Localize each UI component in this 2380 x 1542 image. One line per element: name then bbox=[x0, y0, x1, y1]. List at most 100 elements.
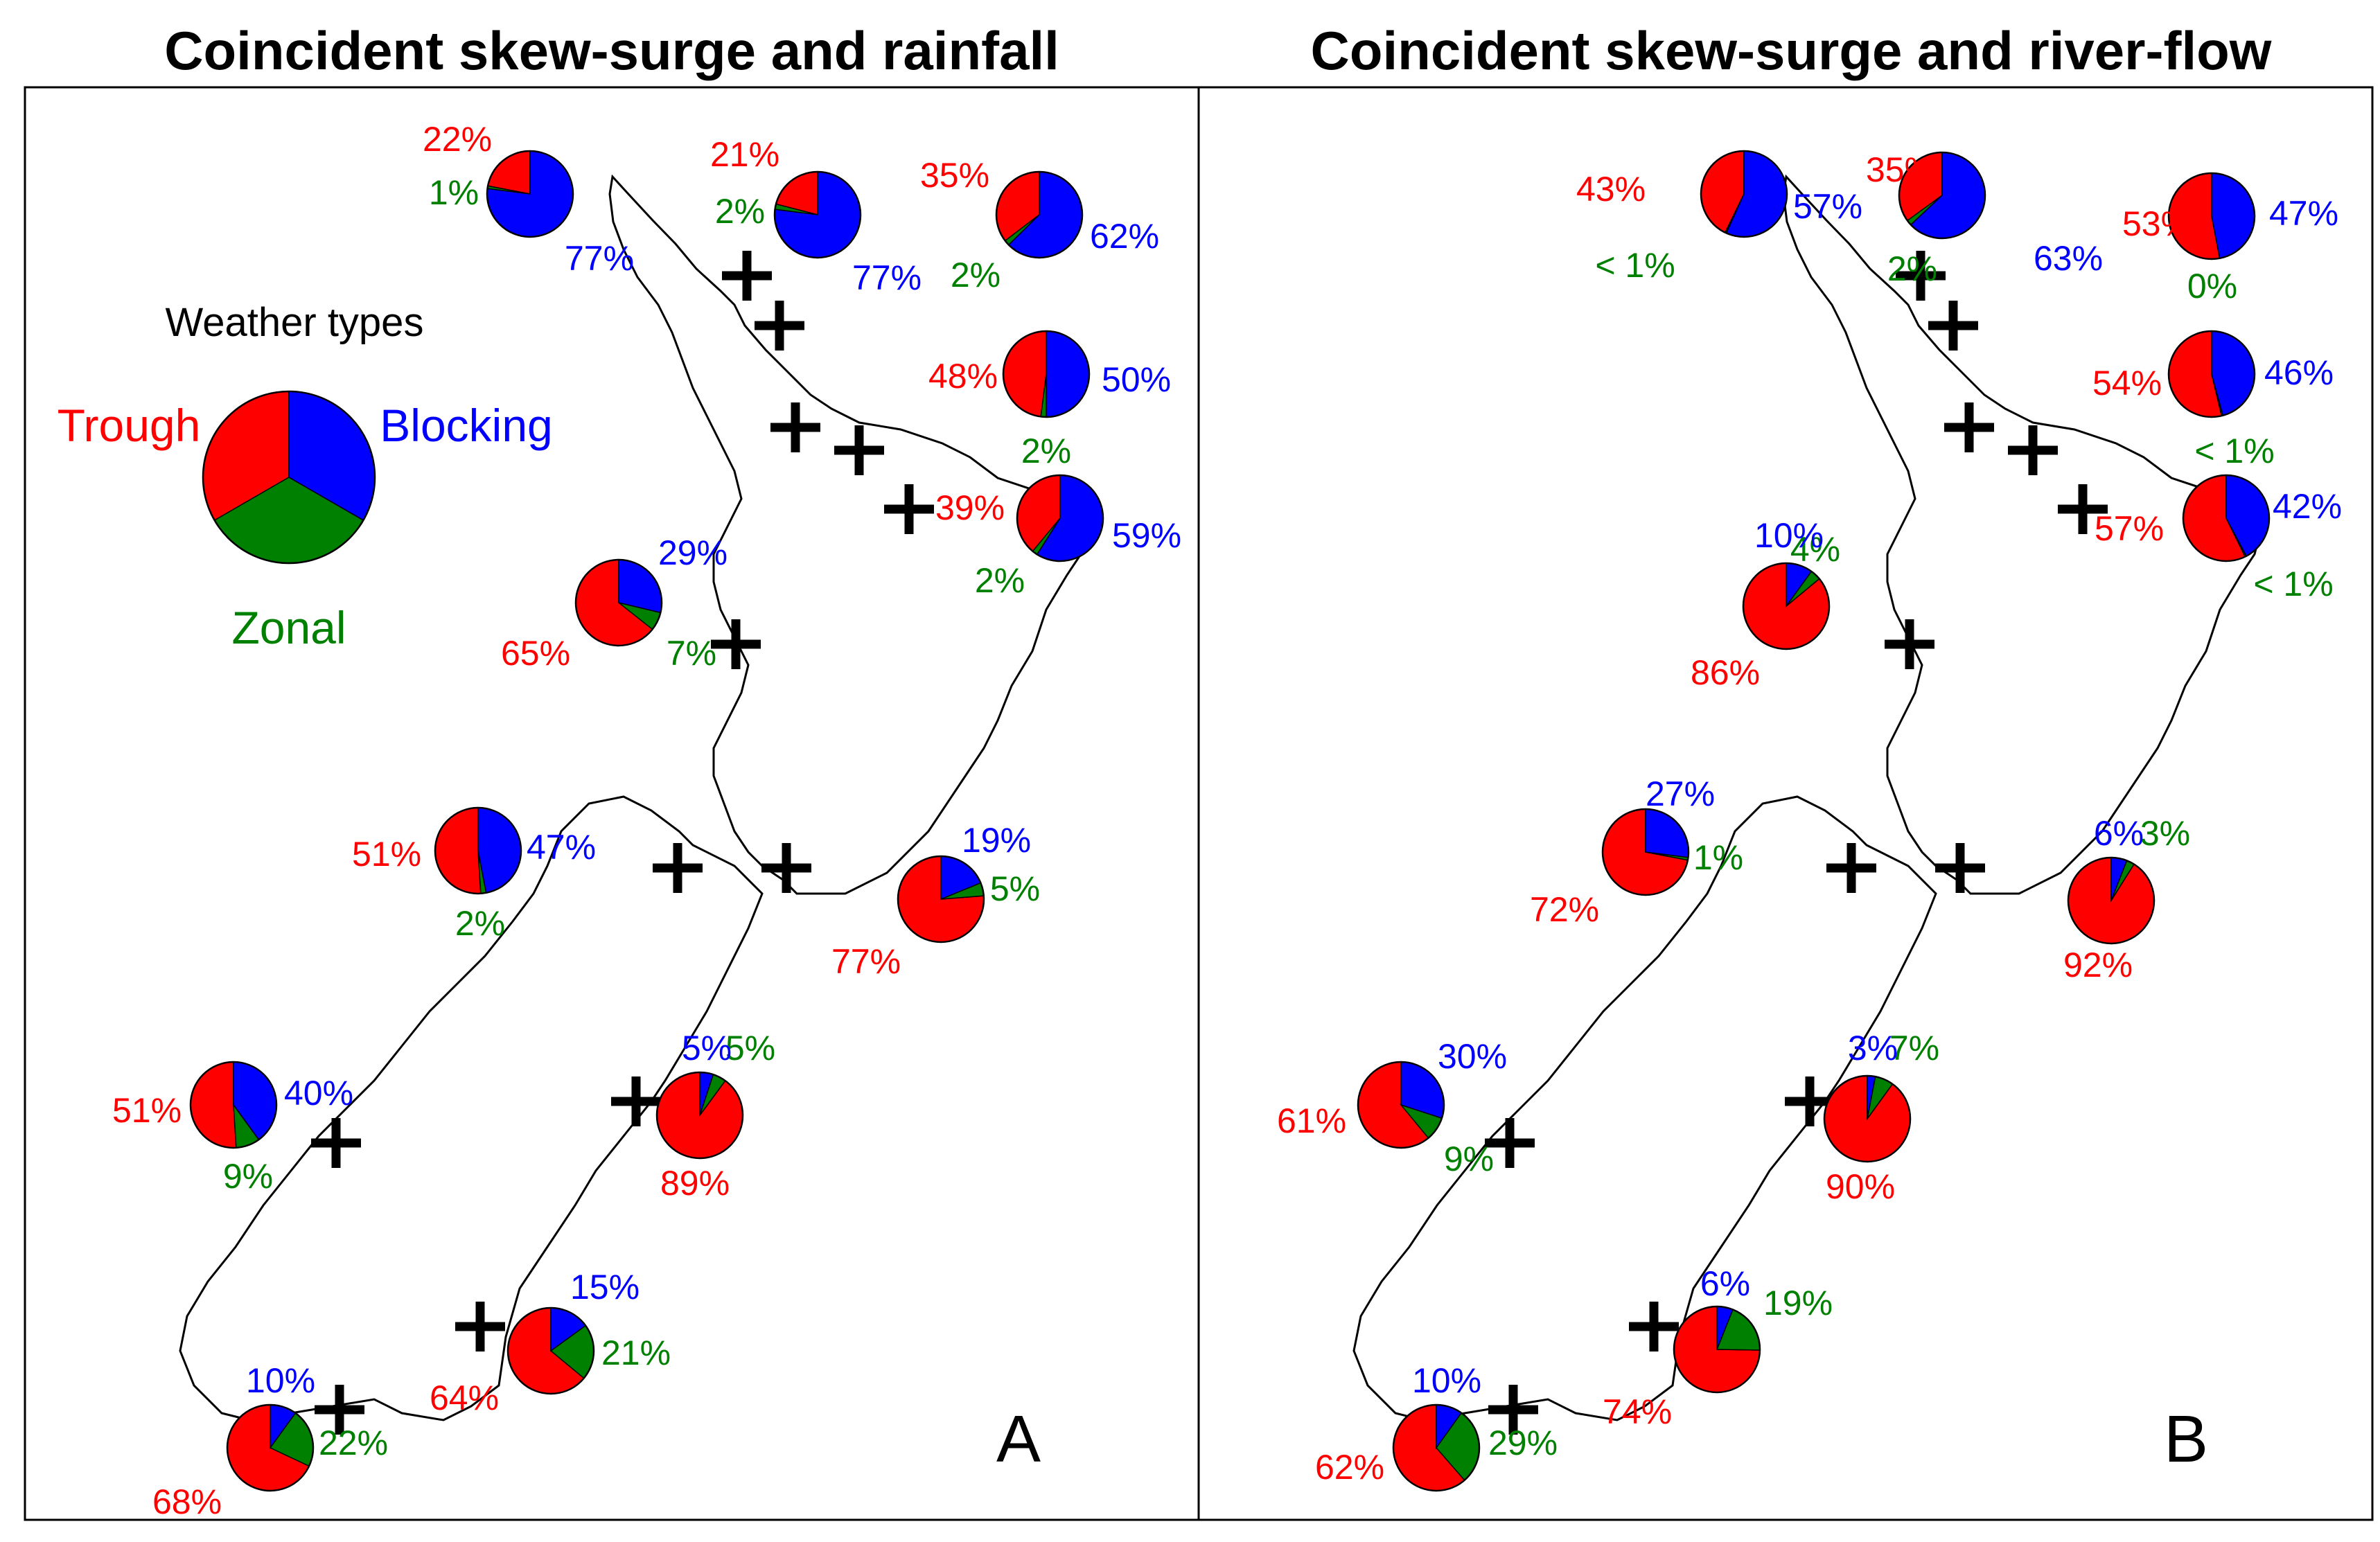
zonal-label: 4% bbox=[1790, 530, 1840, 569]
blocking-label: 77% bbox=[852, 258, 922, 297]
pie-b-5 bbox=[2182, 474, 2271, 562]
pie-b-2 bbox=[1898, 151, 1986, 240]
trough-label: 72% bbox=[1530, 890, 1599, 929]
blocking-label: 47% bbox=[527, 828, 596, 867]
zonal-label: 7% bbox=[1889, 1029, 1939, 1067]
pie-outline bbox=[1823, 1074, 1912, 1163]
trough-label: 89% bbox=[660, 1164, 730, 1203]
blocking-label: 30% bbox=[1438, 1037, 1507, 1076]
legend-pie-chart bbox=[202, 390, 376, 565]
site-cross-a-1 bbox=[722, 251, 772, 301]
site-a-3: 35% 2% 62% bbox=[920, 156, 1159, 294]
zonal-label: 2% bbox=[1021, 432, 1071, 470]
trough-label: 62% bbox=[1315, 1448, 1384, 1487]
site-cross-a-10 bbox=[311, 1118, 361, 1168]
trough-label: 74% bbox=[1603, 1392, 1672, 1431]
blocking-label: 59% bbox=[1112, 516, 1181, 555]
pie-b-8 bbox=[2067, 856, 2156, 945]
site-b-4: 54% < 1% 46% bbox=[2092, 330, 2334, 470]
pie-outline bbox=[2067, 856, 2156, 945]
trough-label: 51% bbox=[112, 1091, 182, 1130]
trough-label: 86% bbox=[1691, 653, 1760, 692]
pie-outline bbox=[434, 806, 522, 895]
blocking-label: 27% bbox=[1646, 774, 1715, 813]
site-b-2: 35% 2% 63% bbox=[1866, 150, 2103, 288]
pie-outline bbox=[1700, 150, 1788, 238]
site-cross-b-12 bbox=[1488, 1385, 1538, 1435]
pie-b-9 bbox=[1357, 1061, 1445, 1149]
pie-b-7 bbox=[1601, 808, 1690, 896]
site-b-6: 86% 4%10% bbox=[1691, 516, 1840, 692]
panel-a-title: Coincident skew-surge and rainfall bbox=[164, 20, 1059, 81]
trough-label: 35% bbox=[920, 156, 989, 195]
blocking-label: 57% bbox=[1793, 187, 1862, 226]
pie-b-1 bbox=[1700, 150, 1788, 238]
site-cross-a-8 bbox=[761, 843, 811, 893]
site-cross-a-3 bbox=[770, 402, 820, 452]
pie-layer: 22% 1% 77% 21% 2% 77% 35% 2% 62% 48% 2% 50% 39% 2% 59%… bbox=[112, 120, 2342, 1521]
site-cross-a-7 bbox=[653, 843, 703, 893]
pie-outline bbox=[202, 390, 376, 565]
panel-b-title: Coincident skew-surge and river-flow bbox=[1311, 20, 2272, 81]
blocking-label: 46% bbox=[2264, 353, 2334, 392]
panel-a-frame bbox=[24, 86, 1200, 1521]
zonal-label: 5% bbox=[725, 1029, 775, 1067]
legend-trough-label: Trough bbox=[58, 400, 201, 451]
site-a-7: 51% 2% 47% bbox=[352, 806, 596, 943]
zonal-label: 5% bbox=[990, 869, 1040, 908]
zonal-label: 1% bbox=[1693, 838, 1743, 877]
blocking-label: 10% bbox=[1412, 1361, 1481, 1400]
site-markers bbox=[311, 251, 2108, 1435]
panel-b-letter: B bbox=[2164, 1402, 2208, 1476]
pie-outline bbox=[1673, 1305, 1761, 1394]
panel-a-letter: A bbox=[996, 1402, 1041, 1476]
pie-outline bbox=[574, 558, 663, 647]
site-a-4: 48% 2% 50% bbox=[928, 330, 1171, 470]
zonal-label: 7% bbox=[667, 634, 716, 673]
pie-a-11 bbox=[506, 1306, 595, 1395]
blocking-label: 40% bbox=[284, 1074, 353, 1113]
pie-a-12 bbox=[226, 1403, 315, 1492]
pie-a-8 bbox=[897, 855, 985, 943]
trough-label: 21% bbox=[710, 135, 779, 174]
panel-b-frame bbox=[1197, 86, 2374, 1521]
north-island-coast bbox=[1782, 174, 2263, 895]
site-b-5: 57% < 1% 42% bbox=[2095, 474, 2342, 603]
pie-b-11 bbox=[1673, 1305, 1761, 1394]
site-a-11: 64% 21% 15% bbox=[430, 1268, 671, 1417]
site-cross-a-12 bbox=[315, 1385, 364, 1435]
blocking-label: 47% bbox=[2269, 194, 2338, 233]
legend: Weather types Trough Blocking Zonal bbox=[58, 300, 553, 653]
site-cross-a-11 bbox=[455, 1302, 505, 1352]
pie-a-7 bbox=[434, 806, 522, 895]
trough-label: 22% bbox=[423, 120, 492, 159]
pie-a-9 bbox=[189, 1061, 278, 1149]
zonal-label: 21% bbox=[601, 1333, 671, 1372]
trough-label: 77% bbox=[831, 942, 901, 981]
site-a-9: 51% 9% 40% bbox=[112, 1061, 353, 1196]
blocking-label: 3% bbox=[1848, 1029, 1898, 1067]
trough-label: 48% bbox=[928, 357, 998, 396]
pie-outline bbox=[486, 150, 574, 238]
trough-label: 43% bbox=[1576, 170, 1646, 209]
trough-label: 35% bbox=[1866, 150, 1935, 189]
blocking-label: 50% bbox=[1102, 360, 1171, 399]
site-a-6: 65% 7% 29% bbox=[501, 533, 728, 673]
site-a-2: 21% 2% 77% bbox=[710, 135, 922, 297]
pie-a-3 bbox=[995, 170, 1084, 259]
zonal-label: 2% bbox=[951, 256, 1001, 294]
blocking-label: 62% bbox=[1090, 217, 1159, 256]
north-island-coast bbox=[608, 174, 1089, 895]
site-cross-b-9 bbox=[1785, 1076, 1835, 1126]
trough-label: 51% bbox=[352, 835, 421, 874]
pie-a-4 bbox=[1002, 330, 1091, 418]
site-a-5: 39% 2% 59% bbox=[935, 474, 1181, 600]
site-cross-a-4 bbox=[834, 425, 884, 475]
site-a-8: 77% 5% 19% bbox=[831, 821, 1040, 981]
blocking-label: 5% bbox=[682, 1029, 732, 1067]
site-b-1: 43% < 1% 57% bbox=[1576, 150, 1862, 285]
pie-outline bbox=[2167, 172, 2256, 260]
site-b-11: 74% 19% 6% bbox=[1603, 1264, 1833, 1431]
trough-label: 57% bbox=[2095, 509, 2164, 548]
pie-a-10 bbox=[655, 1071, 744, 1160]
